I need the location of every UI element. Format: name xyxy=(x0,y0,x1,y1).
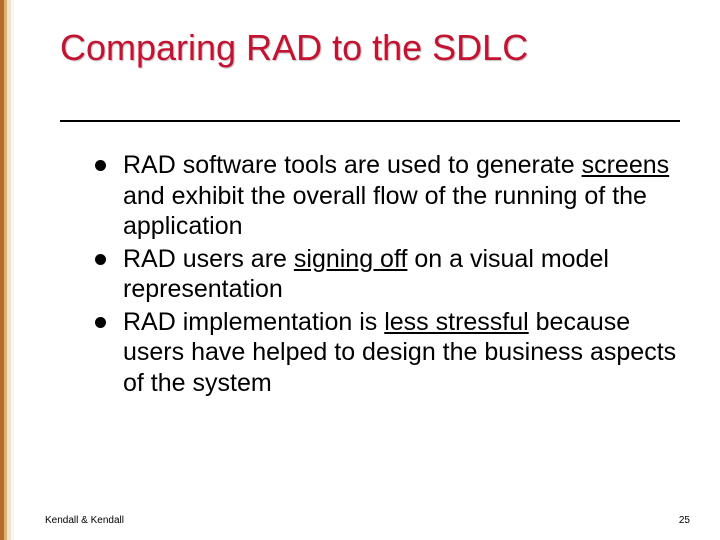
slide-title: Comparing RAD to the SDLC xyxy=(60,28,680,68)
bullet-text-pre: RAD software tools are used to generate xyxy=(123,151,582,179)
bullet-text-underlined: signing off xyxy=(294,245,408,273)
bullet-item: RAD implementation is less stressful bec… xyxy=(95,307,685,399)
footer-author: Kendall & Kendall xyxy=(45,515,124,526)
title-underline-rule xyxy=(60,120,680,122)
stripe-bar-3 xyxy=(11,0,15,540)
bullet-text-underlined: screens xyxy=(582,151,670,179)
bullet-text-pre: RAD implementation is xyxy=(123,308,384,336)
slide: Comparing RAD to the SDLC RAD software t… xyxy=(0,0,720,540)
footer-page-number: 25 xyxy=(679,515,690,526)
bullet-item: RAD users are signing off on a visual mo… xyxy=(95,244,685,305)
bullet-list: RAD software tools are used to generate … xyxy=(95,150,685,398)
bullet-text-pre: RAD users are xyxy=(123,245,294,273)
bullet-text-underlined: less stressful xyxy=(384,308,528,336)
bullet-text-post: and exhibit the overall flow of the runn… xyxy=(123,182,647,241)
slide-body: RAD software tools are used to generate … xyxy=(95,150,685,400)
bullet-item: RAD software tools are used to generate … xyxy=(95,150,685,242)
left-accent-stripe xyxy=(0,0,14,540)
